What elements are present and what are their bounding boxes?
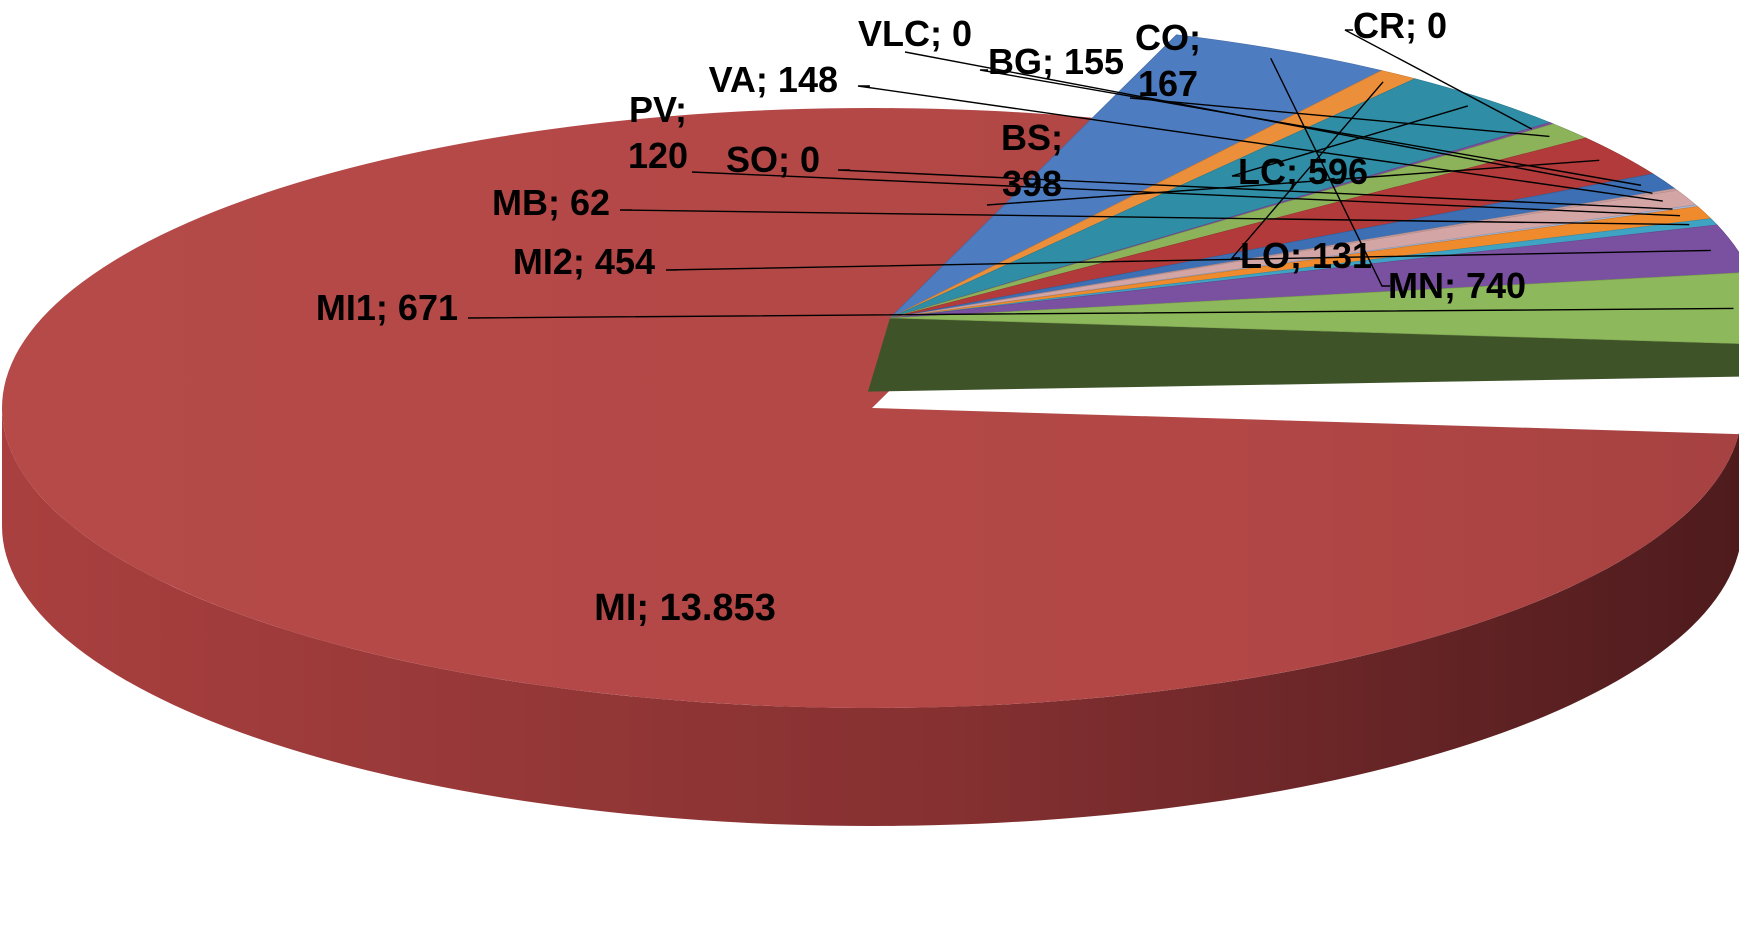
leader-line-lo [1230, 81, 1384, 259]
data-label-lc: LC; 596 [1238, 151, 1368, 192]
slice-mn [889, 34, 1383, 319]
leader-line-mi2 [665, 249, 1711, 271]
data-label-bg: BG; 155 [988, 41, 1124, 82]
data-label-bs: BS; 398 [1001, 117, 1063, 204]
leader-line-so [837, 169, 1673, 210]
slice-mi2 [889, 224, 1739, 319]
data-label-mn: MN; 740 [1388, 265, 1526, 306]
leader-line-pv [691, 171, 1681, 217]
leader-line-co [1129, 97, 1550, 138]
leader-line-mn [1270, 57, 1390, 287]
data-label-mi: MI; 13.853 [594, 587, 776, 629]
leader-line-va [857, 85, 1663, 202]
slice-mi-top [1, 107, 1739, 708]
leader-line-bg [979, 69, 1642, 186]
data-label-vlc: VLC; 0 [858, 13, 972, 54]
data-label-co: CO; 167 [1135, 17, 1201, 104]
data-label-cr: CR; 0 [1353, 5, 1447, 46]
slice-group-left-face [868, 318, 1739, 392]
data-label-mi2: MI2; 454 [513, 241, 655, 282]
slice-mi1 [889, 272, 1739, 344]
data-label-lo: LO; 131 [1240, 235, 1372, 276]
leader-line-mb [619, 209, 1690, 226]
data-label-so: SO; 0 [726, 139, 820, 180]
slice-mi-side [2, 408, 1739, 826]
data-label-va: VA; 148 [709, 59, 838, 100]
data-label-pv: PV; 120 [628, 89, 688, 176]
leader-line-vlc [904, 51, 1653, 194]
data-label-mb: MB; 62 [492, 182, 610, 223]
leader-line-mi1 [467, 307, 1734, 319]
leader-line-bs [986, 159, 1600, 206]
data-label-mi1: MI1; 671 [316, 287, 458, 328]
leader-line-lc [1231, 105, 1469, 177]
leader-line-cr [1344, 29, 1533, 130]
